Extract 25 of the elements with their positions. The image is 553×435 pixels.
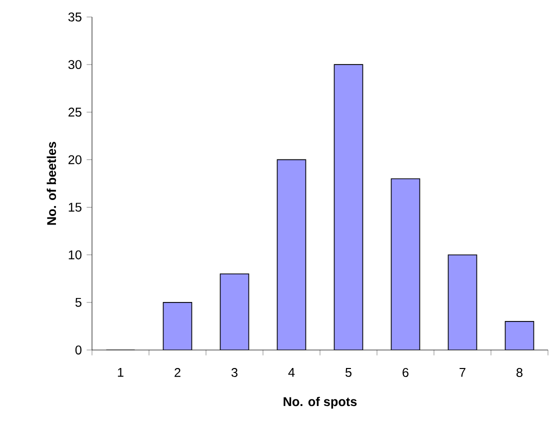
y-tick-label: 35 (68, 12, 82, 22)
x-tick-label: 3 (231, 368, 238, 377)
y-tick-label: 15 (68, 202, 82, 212)
y-axis-title: No. of beetles (46, 142, 56, 225)
x-tick-label: 6 (402, 368, 408, 377)
bar (220, 273, 250, 350)
x-axis-title: No. of spots (284, 396, 357, 409)
x-tick-label: 8 (516, 368, 522, 377)
y-tick-label: 10 (68, 250, 82, 260)
bar (448, 254, 478, 350)
bar (390, 178, 420, 350)
bar (504, 321, 534, 350)
bar (162, 302, 192, 350)
x-tick-label: 1 (118, 368, 124, 377)
y-tick-label: 20 (68, 155, 82, 164)
bar (276, 159, 306, 350)
x-tick-label: 5 (345, 368, 352, 377)
y-tick-label: 30 (68, 60, 82, 70)
y-tick-label: 0 (75, 346, 82, 354)
x-tick-label: 2 (174, 368, 180, 377)
y-tick-label: 5 (75, 298, 82, 307)
x-tick-label: 4 (288, 368, 295, 377)
x-tick-label: 7 (460, 368, 466, 377)
bar (334, 64, 364, 350)
y-tick-label: 25 (68, 108, 82, 117)
